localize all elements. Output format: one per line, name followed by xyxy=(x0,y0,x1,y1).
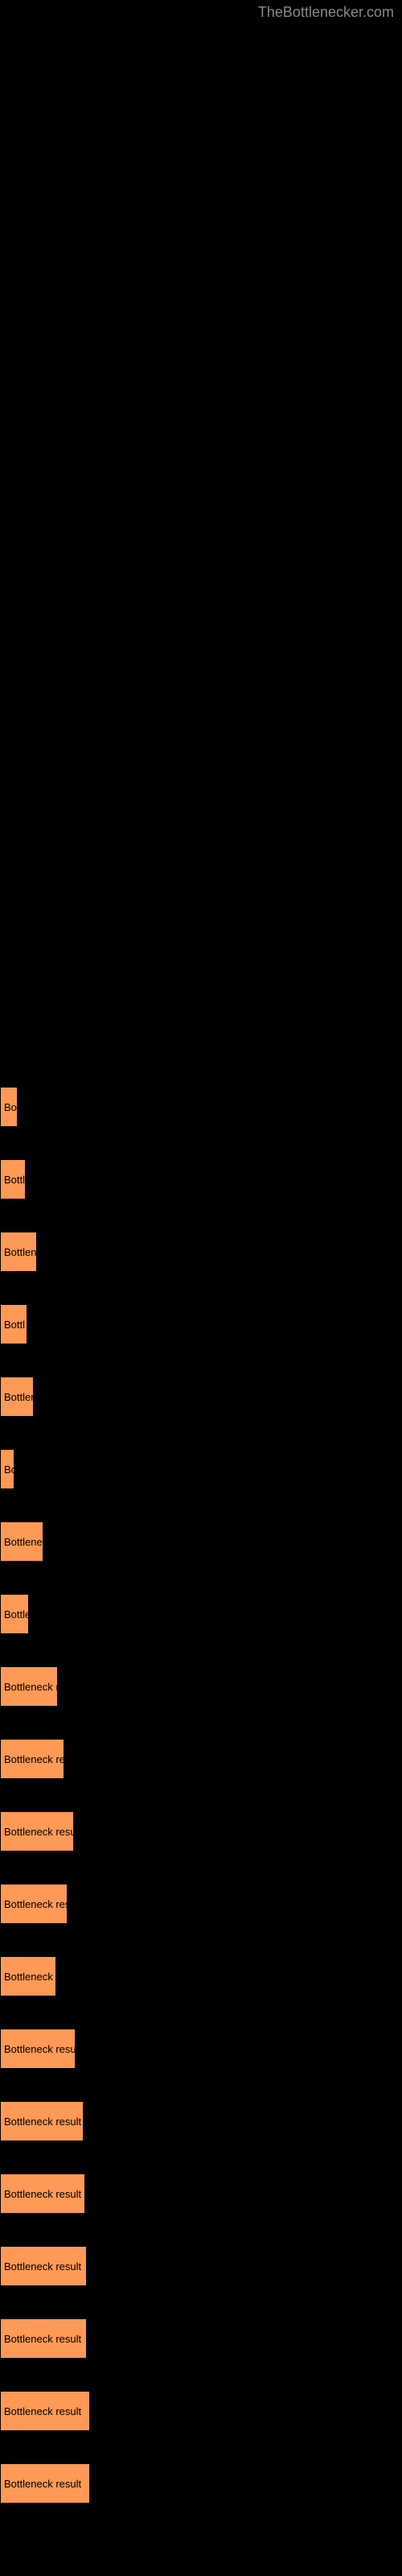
chart-bar: Bo xyxy=(0,1087,18,1127)
chart-bar: Bottleneck res xyxy=(0,1739,64,1779)
bar-row: Bottle xyxy=(0,1594,402,1666)
bar-label: Bottlene xyxy=(4,1246,37,1258)
bar-row: Bottleneck result xyxy=(0,2318,402,2391)
bar-row: Bottleneck result xyxy=(0,2463,402,2536)
chart-bar: Bottleneck result xyxy=(0,2246,87,2286)
bar-row: Bottleneck resu xyxy=(0,1884,402,1956)
watermark-text: TheBottlenecker.com xyxy=(258,4,394,21)
bar-row: Bottleneck r xyxy=(0,1956,402,2029)
bar-label: Bo xyxy=(4,1463,14,1476)
bar-chart: Bo Bottl Bottlene Bottl Bottlen Bo Bottlenec Bo… xyxy=(0,1087,402,2536)
bar-label: Bottl xyxy=(4,1174,25,1186)
bar-row: Bottleneck res xyxy=(0,1739,402,1811)
chart-bar: Bottl xyxy=(0,1304,27,1344)
bar-label: Bottleneck result xyxy=(4,2116,81,2128)
bar-row: Bottlene xyxy=(0,1232,402,1304)
bar-label: Bottle xyxy=(4,1608,29,1620)
bar-label: Bottlenec xyxy=(4,1536,43,1548)
bar-label: Bo xyxy=(4,1101,17,1113)
chart-bar: Bottle xyxy=(0,1594,29,1634)
bar-row: Bottleneck result xyxy=(0,2174,402,2246)
chart-bar: Bottleneck result xyxy=(0,2029,76,2069)
bar-row: Bottl xyxy=(0,1304,402,1377)
bar-label: Bottleneck result xyxy=(4,2478,81,2490)
bar-label: Bottleneck result xyxy=(4,2260,81,2273)
bar-label: Bottlen xyxy=(4,1391,34,1403)
chart-bar: Bottleneck result xyxy=(0,2391,90,2431)
chart-bar: Bottleneck r xyxy=(0,1956,56,1996)
bar-label: Bottleneck res xyxy=(4,1753,64,1765)
chart-bar: Bottleneck result xyxy=(0,2318,87,2359)
bar-label: Bottleneck result xyxy=(4,2188,81,2200)
bar-label: Bottleneck result xyxy=(4,2333,81,2345)
bar-row: Bottleneck result xyxy=(0,2029,402,2101)
bar-row: Bottlen xyxy=(0,1377,402,1449)
chart-bar: Bottlen xyxy=(0,1377,34,1417)
bar-label: Bottleneck re xyxy=(4,1681,58,1693)
bar-row: Bottleneck result xyxy=(0,2246,402,2318)
bar-label: Bottleneck result xyxy=(4,2043,76,2055)
bar-row: Bo xyxy=(0,1449,402,1521)
chart-bar: Bottlene xyxy=(0,1232,37,1272)
bar-row: Bo xyxy=(0,1087,402,1159)
chart-bar: Bottleneck re xyxy=(0,1666,58,1707)
chart-bar: Bottleneck result xyxy=(0,2463,90,2504)
bar-label: Bottleneck result xyxy=(4,1826,74,1838)
bar-row: Bottleneck result xyxy=(0,2101,402,2174)
chart-bar: Bottleneck resu xyxy=(0,1884,68,1924)
bar-row: Bottleneck result xyxy=(0,1811,402,1884)
chart-bar: Bottleneck result xyxy=(0,1811,74,1852)
chart-bar: Bottleneck result xyxy=(0,2174,85,2214)
bar-label: Bottleneck resu xyxy=(4,1898,68,1910)
bar-row: Bottleneck re xyxy=(0,1666,402,1739)
bar-label: Bottleneck result xyxy=(4,2405,81,2417)
chart-bar: Bottlenec xyxy=(0,1521,43,1562)
chart-bar: Bottl xyxy=(0,1159,26,1199)
bar-label: Bottl xyxy=(4,1319,25,1331)
chart-bar: Bottleneck result xyxy=(0,2101,84,2141)
bar-row: Bottlenec xyxy=(0,1521,402,1594)
chart-bar: Bo xyxy=(0,1449,14,1489)
bar-row: Bottleneck result xyxy=(0,2391,402,2463)
bar-row: Bottl xyxy=(0,1159,402,1232)
bar-label: Bottleneck r xyxy=(4,1971,56,1983)
